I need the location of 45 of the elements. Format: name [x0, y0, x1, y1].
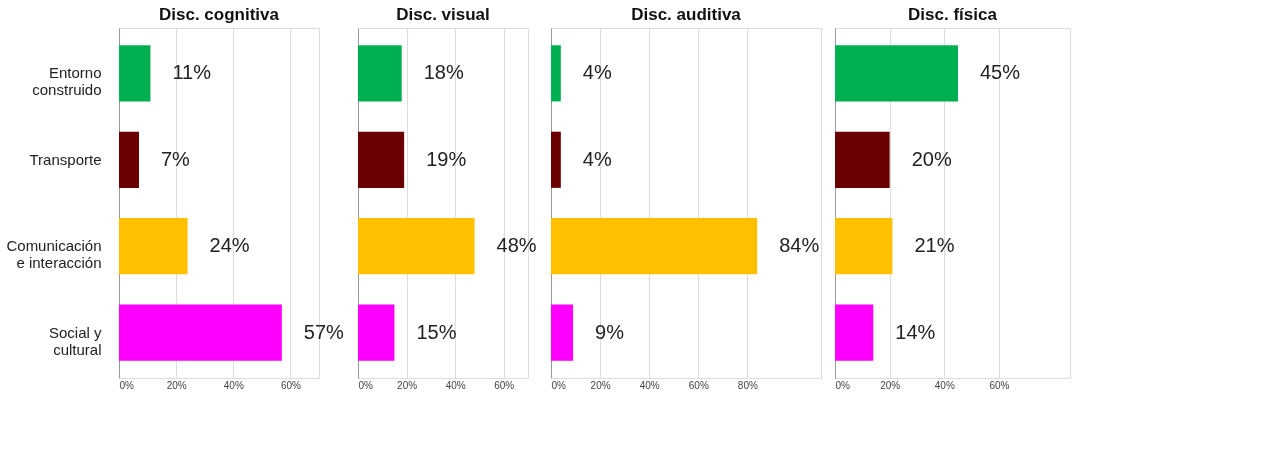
data-label: 14% — [895, 320, 936, 343]
x-tick-label: 0% — [358, 379, 374, 391]
y-tick-label: Comunicación e interacción — [6, 237, 102, 272]
bar — [551, 304, 574, 361]
x-tick-label: 0% — [119, 379, 135, 391]
data-label: 7% — [161, 147, 191, 170]
data-label: 20% — [911, 147, 952, 170]
x-tick-label: 0% — [835, 379, 851, 391]
x-tick-label: 20% — [397, 379, 418, 391]
data-label: 24% — [209, 234, 250, 257]
x-tick-label: 40% — [223, 379, 244, 391]
data-label: 11% — [172, 61, 212, 84]
chart-title: Disc. cognitiva — [159, 5, 280, 24]
y-tick-label: Transporte — [29, 150, 102, 168]
data-label: 15% — [416, 320, 457, 343]
data-label: 57% — [303, 320, 345, 343]
bar — [551, 131, 561, 188]
data-label: 19% — [426, 147, 467, 170]
chart-title: Disc. auditiva — [631, 5, 742, 24]
y-tick-label: Entorno construido — [32, 64, 102, 99]
x-tick-label: 40% — [445, 379, 466, 391]
data-label: 4% — [582, 147, 612, 170]
chart-title: Disc. visual — [396, 5, 490, 24]
data-label: 9% — [595, 320, 625, 343]
x-tick-label: 40% — [639, 379, 660, 391]
data-label: 21% — [914, 234, 955, 257]
data-label: 84% — [779, 234, 820, 257]
data-label: 18% — [423, 61, 464, 84]
chart-title: Disc. física — [908, 5, 998, 24]
y-tick-label: Social y cultural — [48, 323, 102, 358]
x-tick-label: 40% — [934, 379, 955, 391]
x-tick-label: 60% — [688, 379, 709, 391]
x-tick-label: 80% — [737, 379, 758, 391]
data-label: 45% — [979, 61, 1021, 84]
x-tick-label: 20% — [590, 379, 611, 391]
bar — [551, 45, 561, 102]
x-tick-label: 0% — [551, 379, 567, 391]
x-tick-label: 20% — [880, 379, 901, 391]
x-tick-label: 60% — [280, 379, 302, 391]
x-tick-label: 60% — [494, 379, 515, 391]
x-tick-label: 20% — [166, 379, 187, 391]
bar — [551, 218, 758, 275]
x-tick-label: 60% — [989, 379, 1010, 391]
data-label: 4% — [582, 61, 612, 84]
data-label: 48% — [496, 234, 537, 257]
